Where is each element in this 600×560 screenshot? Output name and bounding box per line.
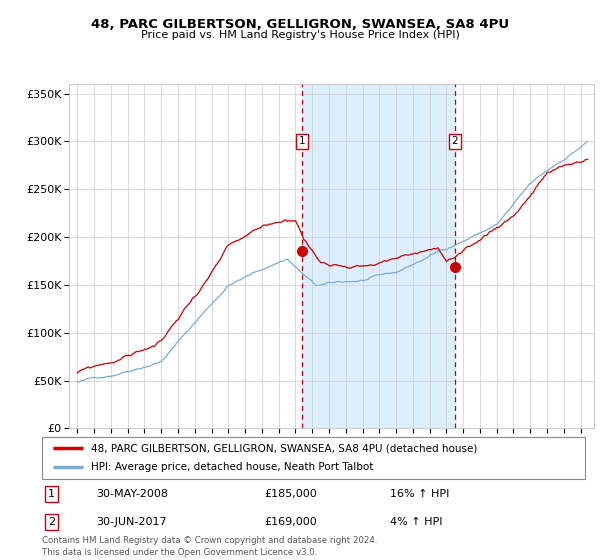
Text: 2: 2: [451, 137, 458, 146]
Text: 16% ↑ HPI: 16% ↑ HPI: [389, 489, 449, 500]
Text: HPI: Average price, detached house, Neath Port Talbot: HPI: Average price, detached house, Neat…: [91, 463, 373, 473]
Text: Price paid vs. HM Land Registry's House Price Index (HPI): Price paid vs. HM Land Registry's House …: [140, 30, 460, 40]
Text: 30-MAY-2008: 30-MAY-2008: [97, 489, 168, 500]
Text: 48, PARC GILBERTSON, GELLIGRON, SWANSEA, SA8 4PU (detached house): 48, PARC GILBERTSON, GELLIGRON, SWANSEA,…: [91, 443, 477, 453]
Text: 1: 1: [299, 137, 305, 146]
Text: 4% ↑ HPI: 4% ↑ HPI: [389, 517, 442, 527]
Text: 48, PARC GILBERTSON, GELLIGRON, SWANSEA, SA8 4PU: 48, PARC GILBERTSON, GELLIGRON, SWANSEA,…: [91, 18, 509, 31]
Text: 2: 2: [48, 517, 55, 527]
Text: £185,000: £185,000: [265, 489, 317, 500]
Text: 1: 1: [48, 489, 55, 500]
FancyBboxPatch shape: [42, 437, 585, 479]
Text: £169,000: £169,000: [265, 517, 317, 527]
Text: 30-JUN-2017: 30-JUN-2017: [97, 517, 167, 527]
Bar: [302, 84, 455, 428]
Text: Contains HM Land Registry data © Crown copyright and database right 2024.
This d: Contains HM Land Registry data © Crown c…: [42, 536, 377, 557]
